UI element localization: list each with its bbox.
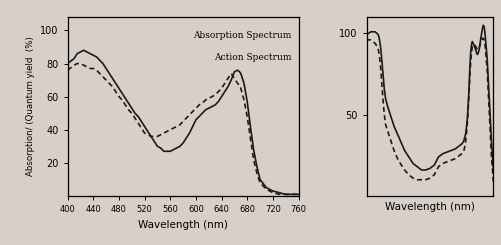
Text: Absorption Spectrum: Absorption Spectrum bbox=[193, 31, 292, 40]
Text: Action Spectrum: Action Spectrum bbox=[214, 53, 292, 62]
Y-axis label: Absorption/ (Quantum yield  (%): Absorption/ (Quantum yield (%) bbox=[26, 37, 35, 176]
X-axis label: Wavelength (nm): Wavelength (nm) bbox=[385, 202, 475, 211]
X-axis label: Wavelength (nm): Wavelength (nm) bbox=[138, 220, 228, 230]
